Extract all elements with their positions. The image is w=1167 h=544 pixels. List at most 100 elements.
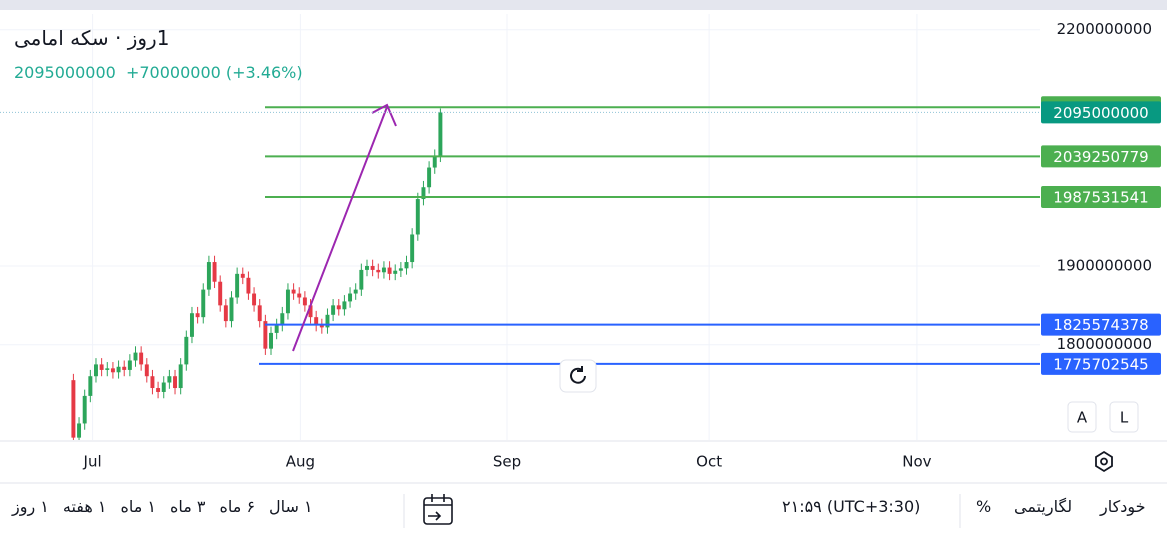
candle-body (427, 167, 432, 188)
candle-body (381, 267, 386, 273)
candle-body (150, 376, 155, 389)
candle-body (387, 267, 392, 274)
candle-body (88, 376, 93, 396)
percent-toggle[interactable]: % (976, 497, 992, 516)
candle-body (201, 289, 206, 318)
candle-body (235, 273, 240, 298)
calendar-lines (424, 494, 452, 521)
auto-toggle[interactable]: خودکار (1100, 497, 1146, 516)
candle-body (71, 380, 76, 438)
range-button[interactable]: ۱ روز (12, 497, 49, 516)
candle-body (184, 336, 189, 365)
log-button-box[interactable] (1109, 401, 1139, 433)
auto-button[interactable]: A (1077, 409, 1088, 427)
level-label: 1775702545 (1053, 355, 1148, 373)
chart-title: 1روز · سکه امامی (14, 26, 170, 50)
candle-body (156, 388, 161, 392)
reset-button[interactable] (559, 359, 597, 393)
candle-body (302, 297, 307, 306)
candle-body (314, 317, 319, 326)
candle-body (189, 313, 194, 337)
settings-hex[interactable] (1095, 450, 1113, 473)
candle-body (122, 366, 127, 370)
candle-body (161, 382, 166, 392)
settings-dot (1100, 457, 1108, 466)
timezone[interactable]: ۲۱:۵۹ (UTC+3:30) (782, 497, 921, 516)
price-label-box (1041, 101, 1161, 124)
candle-body (99, 364, 104, 370)
range-buttons: ۱ روز ۱ هفته ۱ ماه ۳ ماه ۶ ماه ۱ سال (12, 497, 313, 516)
top-bar (0, 0, 1167, 10)
candle-body (223, 305, 228, 322)
reset-box[interactable] (559, 359, 597, 393)
reset-icon (570, 366, 586, 384)
settings-icon[interactable] (1095, 450, 1113, 473)
y-tick-label: 1800000000 (1057, 335, 1152, 353)
level-label-box (1041, 352, 1161, 375)
level-label: 2039250779 (1053, 148, 1148, 166)
candle-body (336, 305, 341, 310)
candle-body (353, 289, 358, 294)
candle-body (133, 352, 138, 361)
candle-body (167, 376, 172, 383)
candle-body (82, 395, 87, 424)
candle-body (127, 360, 132, 370)
candle-body (421, 187, 426, 200)
levels: 2101505599203925077919875315411825574378… (259, 96, 1161, 375)
candle-body (365, 265, 369, 270)
candle-body (285, 289, 290, 314)
candle-body (274, 325, 279, 333)
candle-body (342, 301, 347, 310)
range-button[interactable]: ۱ ماه (120, 497, 156, 516)
candle-body (173, 376, 178, 389)
candle-body (438, 112, 443, 156)
candles (71, 108, 443, 440)
candle-body (94, 364, 98, 377)
candle-body (269, 332, 273, 349)
x-tick-label: Jul (83, 453, 102, 471)
candle-body (331, 305, 336, 315)
candle-body (308, 305, 313, 318)
candle-body (410, 234, 415, 263)
candle-body (246, 277, 251, 294)
calendar-icon[interactable] (423, 497, 453, 525)
log-button[interactable]: L (1120, 409, 1129, 427)
candle-body (297, 293, 302, 298)
candle-body (280, 313, 285, 326)
candle-body (257, 305, 262, 322)
date-range-icon[interactable] (423, 494, 453, 525)
candle-body (319, 325, 324, 328)
x-tick-label: Nov (902, 453, 931, 471)
level-label-box (1041, 313, 1161, 336)
candle-body (359, 269, 364, 290)
candle-body (404, 262, 409, 269)
x-tick-label: Sep (493, 453, 521, 471)
candle-body (139, 352, 144, 365)
range-button[interactable]: ۶ ماه (219, 497, 256, 516)
candle-body (229, 297, 234, 322)
candle-body (325, 314, 330, 328)
candle-body (393, 270, 398, 274)
grid (0, 14, 1040, 440)
y-tick-label: 2200000000 (1057, 20, 1152, 38)
level-label: 1825574378 (1053, 316, 1148, 334)
candle-body (376, 269, 381, 273)
candle-body (291, 289, 296, 294)
range-button[interactable]: ۳ ماه (170, 497, 206, 516)
candle-body (105, 368, 110, 370)
scale-buttons: A L (1067, 401, 1139, 433)
candle-body (116, 366, 121, 373)
price-change: +70000000 (+3.46%) (125, 63, 303, 82)
x-tick-label: Aug (286, 453, 315, 471)
price-label: 2095000000 (1053, 104, 1148, 122)
candle-body (432, 155, 437, 168)
candle-body (370, 265, 375, 270)
range-button[interactable]: ۱ سال (269, 497, 313, 516)
candle-body (77, 423, 82, 438)
log-toggle[interactable]: لگاریتمی (1014, 497, 1073, 516)
candle-body (178, 364, 183, 389)
candle-body (206, 262, 211, 290)
range-button[interactable]: ۱ هفته (62, 497, 107, 516)
auto-button-box[interactable] (1067, 401, 1097, 433)
